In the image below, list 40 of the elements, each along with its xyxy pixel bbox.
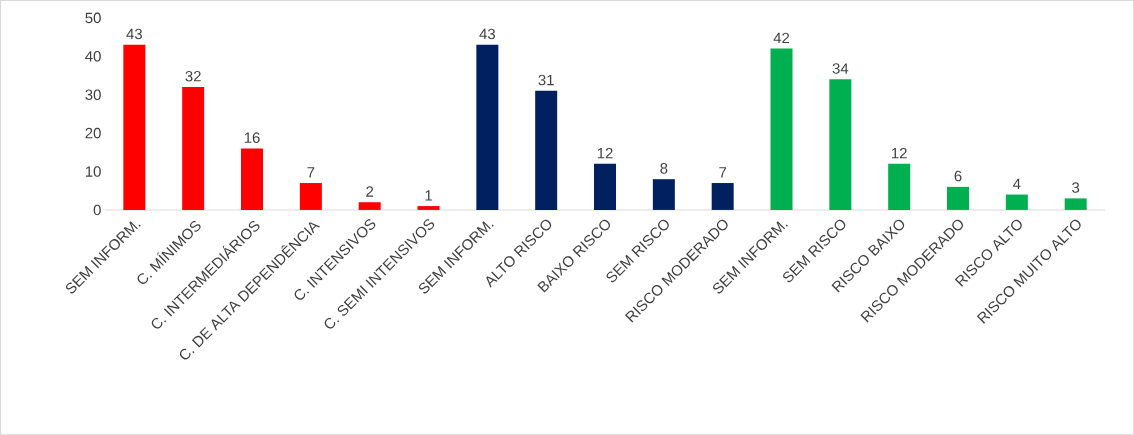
bar: [123, 44, 146, 210]
data-label: 3: [1072, 182, 1080, 193]
data-label: 32: [185, 70, 201, 82]
y-tick-label: 10: [85, 166, 101, 177]
data-label: 43: [126, 28, 142, 40]
bar: [1005, 194, 1028, 210]
bar: [299, 183, 322, 210]
bar: [417, 206, 440, 210]
data-label: 8: [660, 163, 668, 174]
y-tick-label: 20: [85, 127, 101, 139]
y-tick-label: 40: [85, 51, 101, 62]
data-label: 42: [773, 32, 790, 44]
data-label: 12: [892, 147, 907, 159]
data-label: 2: [366, 186, 374, 197]
data-label: 7: [307, 167, 315, 178]
data-label: 43: [479, 28, 495, 40]
data-label: 1: [425, 190, 432, 201]
bar: [888, 163, 911, 210]
bar: [829, 79, 852, 210]
bar: [652, 179, 675, 210]
bar: [947, 186, 970, 210]
y-tick-label: 0: [93, 204, 101, 216]
data-label: 7: [719, 167, 727, 178]
bar: [358, 202, 381, 210]
bar: [182, 87, 205, 210]
data-label: 4: [1013, 178, 1021, 190]
data-label: 6: [954, 170, 962, 182]
bar: [535, 90, 558, 210]
bar: [594, 163, 617, 210]
bar: [241, 148, 264, 210]
bar: [770, 48, 793, 210]
data-label: 34: [832, 63, 849, 74]
bar: [711, 183, 734, 210]
y-tick-label: 30: [85, 89, 101, 101]
data-label: 31: [538, 74, 554, 86]
bar: [1064, 198, 1087, 210]
y-tick-label: 50: [85, 12, 101, 24]
bar: [476, 44, 499, 210]
data-label: 16: [244, 132, 260, 144]
data-label: 12: [597, 147, 613, 159]
